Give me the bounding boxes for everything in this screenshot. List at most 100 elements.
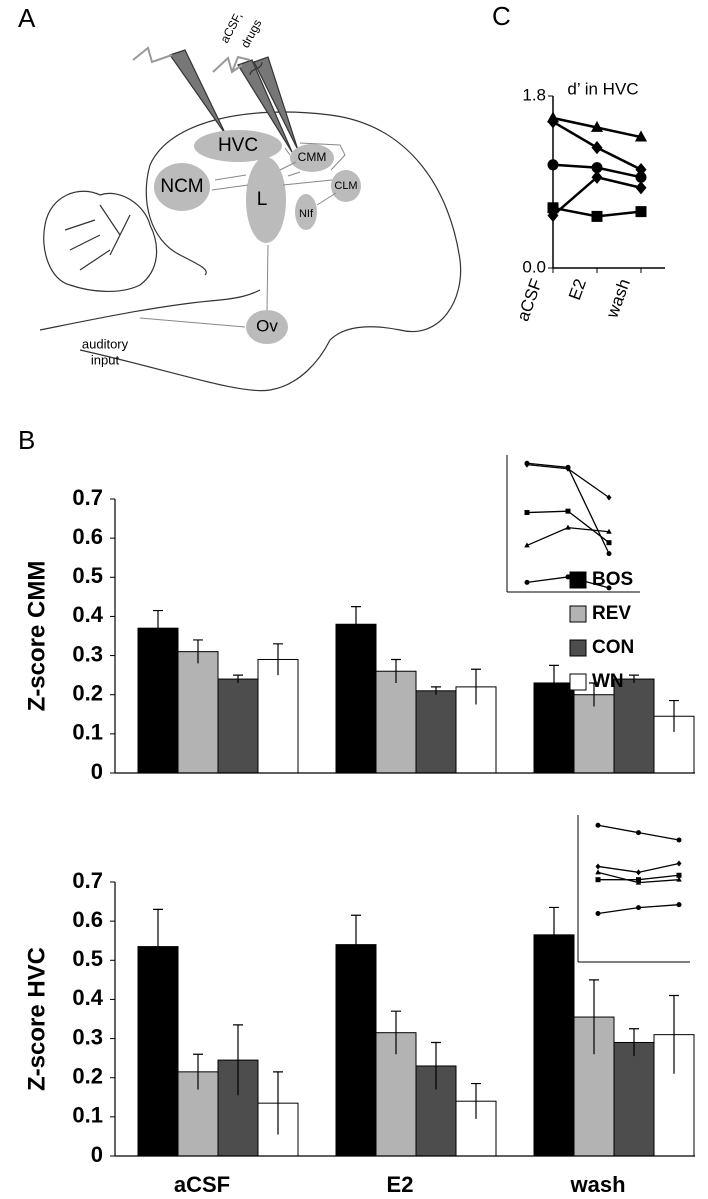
- legend-swatch: [569, 605, 587, 623]
- y-tick-label: 0: [91, 759, 103, 784]
- panel-label: C: [492, 1, 511, 31]
- point: [634, 130, 648, 142]
- electrode-2: [237, 59, 293, 153]
- point: [636, 877, 641, 883]
- arrows: [139, 142, 346, 328]
- point: [595, 863, 601, 870]
- y-tick-label: 0.1: [72, 720, 103, 745]
- error-bar: [629, 1028, 639, 1057]
- legend-label: BOS: [592, 569, 633, 590]
- clm-nucleus: [331, 170, 361, 202]
- point: [591, 141, 603, 155]
- error-bar: [589, 682, 599, 707]
- point: [565, 465, 571, 472]
- point: [547, 202, 559, 214]
- input-label: input: [91, 352, 120, 367]
- error-bar: [193, 639, 203, 664]
- bar: [415, 690, 457, 774]
- point: [591, 162, 603, 174]
- y-tick-label: 0.3: [72, 641, 103, 666]
- point: [606, 528, 612, 534]
- point: [595, 869, 601, 875]
- y-tick-label: 0.5: [72, 946, 103, 971]
- x-tick-label: E2: [565, 276, 590, 302]
- y-tick-label: 0.5: [72, 563, 103, 588]
- point: [547, 115, 559, 129]
- point: [595, 910, 601, 916]
- y-tick-label: 0: [91, 1142, 103, 1167]
- y-tick-label: 0.7: [72, 868, 103, 893]
- electrode-1: [169, 49, 227, 136]
- bar: [653, 715, 695, 774]
- error-bar: [273, 643, 283, 676]
- point: [590, 120, 604, 132]
- cmm-label: CMM: [298, 150, 327, 164]
- error-bar: [431, 686, 441, 695]
- y-tick-label: 0.7: [72, 485, 103, 510]
- error-bar: [153, 908, 163, 984]
- bar: [177, 651, 219, 774]
- error-bar: [471, 1082, 481, 1119]
- nuclei: [154, 130, 361, 344]
- error-bar: [233, 674, 243, 683]
- bar: [375, 670, 417, 774]
- error-bar: [589, 979, 599, 1055]
- y-tick-label: 0.6: [72, 907, 103, 932]
- bar: [335, 623, 377, 774]
- hvc-nucleus: [194, 130, 282, 162]
- y-axis-label: Z-score CMM: [23, 561, 50, 712]
- arrow: [139, 142, 346, 328]
- point: [591, 210, 603, 222]
- error-bar: [351, 606, 361, 642]
- x-tick-label: aCSF: [513, 276, 546, 323]
- error-bar: [351, 914, 361, 974]
- point: [635, 181, 647, 195]
- ov-label: Ov: [256, 316, 278, 335]
- nif-nucleus: [295, 194, 317, 230]
- cmm-nucleus: [290, 144, 334, 172]
- hvc-label: HVC: [218, 135, 258, 156]
- bar: [613, 678, 655, 774]
- point: [636, 905, 641, 911]
- nif-label: NIf: [299, 208, 314, 220]
- bar: [217, 678, 259, 774]
- y-axis-label: Z-score HVC: [23, 947, 50, 1091]
- point: [524, 542, 530, 548]
- panel-label: A: [18, 3, 36, 33]
- point: [676, 902, 682, 908]
- series-line: [526, 526, 610, 547]
- point: [524, 510, 530, 516]
- point: [676, 876, 682, 882]
- point: [524, 461, 530, 468]
- electrode-3: [253, 56, 299, 151]
- x-tick-label: wash: [569, 1172, 625, 1197]
- error-bar: [431, 1041, 441, 1090]
- legend-label: WN: [592, 671, 624, 692]
- point: [606, 540, 612, 546]
- point: [595, 877, 601, 883]
- legend-label: CON: [592, 637, 634, 658]
- legend-swatch: [569, 673, 587, 691]
- error-bar: [391, 1010, 401, 1055]
- point: [636, 830, 641, 836]
- l-label: L: [257, 189, 268, 210]
- point: [636, 869, 641, 876]
- y-tick-label: 0.0: [522, 257, 546, 276]
- legend-swatch: [569, 639, 587, 657]
- bar: [533, 934, 575, 1157]
- x-tick-label: aCSF: [174, 1172, 230, 1197]
- y-tick-label: 0.4: [72, 985, 103, 1010]
- ncm-nucleus: [154, 163, 210, 211]
- point: [635, 206, 647, 218]
- panel-a-diagram: HVC NCM L CMM CLM NIf Ov auditory input …: [39, 10, 462, 392]
- y-tick-label: 0.6: [72, 524, 103, 549]
- error-bar: [233, 1024, 243, 1096]
- point: [565, 508, 571, 514]
- y-tick-label: 0.4: [72, 602, 103, 627]
- point: [565, 524, 571, 530]
- error-bar: [193, 1053, 203, 1090]
- bar: [257, 658, 299, 774]
- point: [524, 579, 530, 585]
- y-tick-label: 0.1: [72, 1103, 103, 1128]
